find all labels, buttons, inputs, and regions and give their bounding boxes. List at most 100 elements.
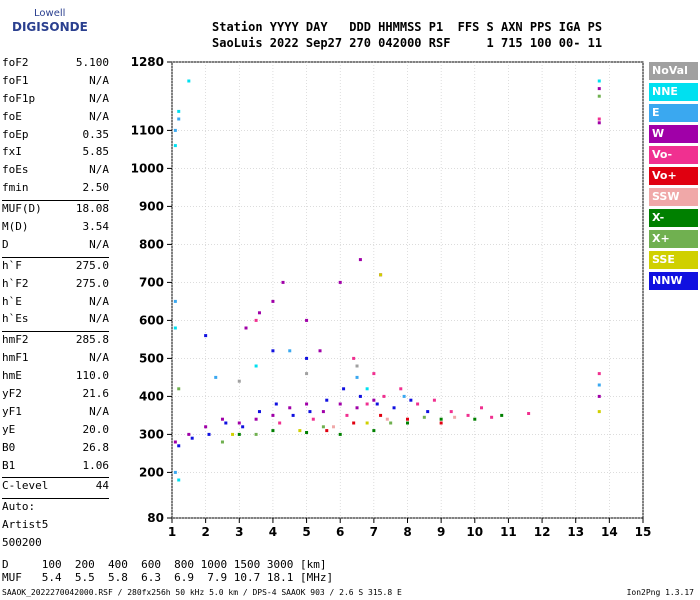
legend-item: SSE bbox=[649, 251, 698, 269]
param-separator bbox=[2, 331, 109, 333]
x-tick-label: 13 bbox=[567, 525, 584, 539]
data-point-nne bbox=[597, 79, 601, 83]
muf-distance-row: D 100 200 400 600 800 1000 1500 3000 [km… bbox=[2, 558, 327, 571]
param-row: foEs N/A bbox=[2, 163, 109, 181]
param-name: h`Es bbox=[2, 312, 29, 326]
param-row: hmF2 285.8 bbox=[2, 333, 109, 351]
y-tick-label: 1000 bbox=[131, 161, 164, 175]
legend-item: SSW bbox=[649, 188, 698, 206]
data-point-sse bbox=[298, 429, 302, 433]
param-name: Auto: bbox=[2, 500, 36, 514]
x-tick-label: 7 bbox=[370, 525, 378, 539]
param-row: h`E N/A bbox=[2, 295, 109, 313]
data-point-nnw bbox=[274, 402, 278, 406]
param-name: yF1 bbox=[2, 404, 22, 418]
x-tick-label: 4 bbox=[269, 525, 277, 539]
param-row: h`F 275.0 bbox=[2, 259, 109, 277]
param-separator bbox=[2, 200, 109, 202]
data-point-x bbox=[406, 421, 409, 425]
version-label: Ion2Png 1.3.17 bbox=[626, 588, 694, 597]
data-point-nnw bbox=[257, 410, 261, 414]
param-value: 44 bbox=[95, 479, 109, 493]
param-name: yF2 bbox=[2, 387, 22, 401]
param-row: C-level 44 bbox=[2, 479, 109, 497]
param-row: foF1p N/A bbox=[2, 92, 109, 110]
x-tick-label: 8 bbox=[403, 525, 411, 539]
x-tick-label: 6 bbox=[336, 525, 344, 539]
param-separator bbox=[2, 256, 109, 258]
parameter-panel: foF2 5.100 foF1 N/A foF1p N/A foE N/A foEp 0.35 fx… bbox=[2, 56, 109, 554]
data-point-vo bbox=[345, 413, 349, 417]
y-tick-label: 80 bbox=[147, 511, 164, 525]
param-separator bbox=[2, 498, 109, 500]
param-name: M(D) bbox=[2, 220, 29, 234]
polarization-legend: NoVal NNE E W Vo- Vo+ SSW X- X+ SSE NNW bbox=[649, 62, 698, 293]
data-point-nnw bbox=[224, 421, 228, 425]
data-point-x bbox=[254, 432, 258, 436]
data-point-nne bbox=[177, 478, 181, 482]
footer-info: SAAOK_2022270042000.RSF / 280fx256h 50 k… bbox=[2, 588, 402, 597]
x-tick-label: 5 bbox=[302, 525, 310, 539]
y-tick-label: 900 bbox=[139, 199, 164, 213]
header-labels: Station YYYY DAY DDD HHMMSS P1 FFS S AXN… bbox=[212, 20, 603, 34]
param-row: hmE 110.0 bbox=[2, 369, 109, 387]
data-point-vo bbox=[254, 318, 258, 322]
data-point-sse bbox=[379, 273, 383, 277]
param-row: foF1 N/A bbox=[2, 74, 109, 92]
param-name: hmF1 bbox=[2, 351, 29, 365]
param-value: 275.0 bbox=[75, 258, 109, 272]
y-tick-label: 400 bbox=[139, 389, 164, 403]
data-point-w bbox=[597, 87, 601, 91]
param-name: foF1 bbox=[2, 73, 29, 87]
param-name: B1 bbox=[2, 458, 16, 472]
data-point-x bbox=[237, 432, 241, 436]
data-point-w bbox=[271, 413, 275, 417]
data-point-nnw bbox=[177, 444, 181, 448]
data-point-nnw bbox=[342, 387, 346, 391]
data-point-w bbox=[321, 410, 325, 414]
param-name: Artist5 bbox=[2, 518, 49, 532]
data-point-x bbox=[321, 425, 325, 429]
data-point-vo bbox=[439, 421, 443, 425]
data-point-nnw bbox=[325, 398, 329, 402]
data-point-x bbox=[597, 94, 601, 98]
param-row: Artist5 bbox=[2, 518, 109, 536]
param-name: yE bbox=[2, 422, 16, 436]
param-value: N/A bbox=[89, 91, 109, 105]
data-point-sse bbox=[597, 410, 601, 414]
param-name: fmin bbox=[2, 181, 29, 195]
y-tick-label: 300 bbox=[139, 427, 164, 441]
data-point-nnw bbox=[392, 406, 396, 410]
param-row: h`F2 275.0 bbox=[2, 277, 109, 295]
param-value: 18.08 bbox=[75, 202, 109, 216]
data-point-w bbox=[173, 440, 177, 444]
data-point-vo bbox=[597, 372, 601, 376]
data-point-ssw bbox=[385, 417, 389, 421]
data-point-noval bbox=[355, 364, 359, 368]
param-name: h`F2 bbox=[2, 276, 29, 290]
data-point-w bbox=[204, 425, 208, 429]
data-point-vo bbox=[325, 429, 329, 433]
data-point-noval bbox=[237, 379, 241, 383]
data-point-nnw bbox=[204, 334, 208, 338]
param-value: N/A bbox=[89, 294, 109, 308]
x-tick-label: 15 bbox=[635, 525, 652, 539]
y-tick-label: 500 bbox=[139, 351, 164, 365]
x-tick-label: 2 bbox=[201, 525, 209, 539]
data-point-sse bbox=[231, 432, 235, 436]
param-row: MUF(D) 18.08 bbox=[2, 202, 109, 220]
data-point-x bbox=[439, 417, 443, 421]
data-point-w bbox=[281, 280, 285, 284]
muf-value-row: MUF 5.4 5.5 5.8 6.3 6.9 7.9 10.7 18.1 [M… bbox=[2, 571, 334, 584]
param-row: fxI 5.85 bbox=[2, 145, 109, 163]
y-tick-label: 600 bbox=[139, 313, 164, 327]
param-value: 2.50 bbox=[82, 181, 110, 195]
y-tick-label: 200 bbox=[139, 465, 164, 479]
param-row: hmF1 N/A bbox=[2, 351, 109, 369]
param-value: N/A bbox=[89, 351, 109, 365]
data-point-e bbox=[355, 375, 359, 379]
x-tick-label: 14 bbox=[601, 525, 618, 539]
param-value: 1.06 bbox=[82, 458, 110, 472]
data-point-ssw bbox=[453, 415, 457, 419]
data-point-vo bbox=[382, 394, 386, 398]
